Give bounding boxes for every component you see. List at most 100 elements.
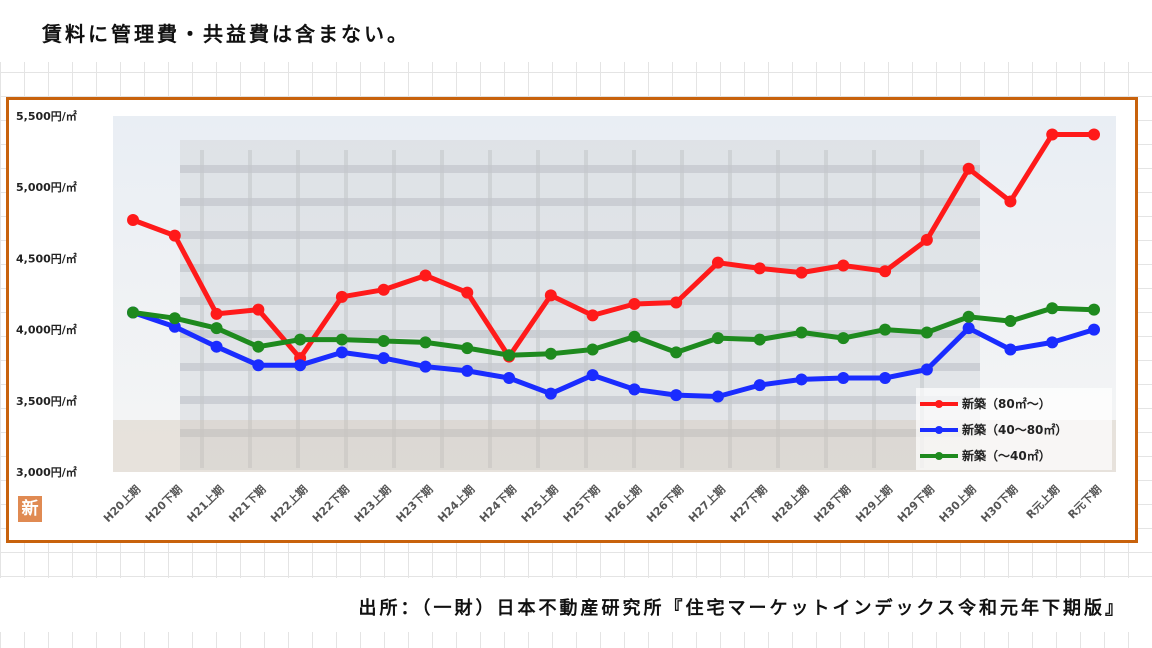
data-point: [628, 383, 641, 396]
data-point: [1004, 315, 1017, 328]
data-point: [335, 290, 348, 303]
x-tick-label: H22上期: [267, 482, 310, 525]
x-tick-label: H29下期: [894, 482, 937, 525]
data-point: [377, 334, 390, 347]
data-point: [920, 233, 933, 246]
building-column: [920, 150, 924, 468]
data-point: [795, 266, 808, 279]
x-tick-label: H26上期: [602, 482, 645, 525]
building-column: [824, 150, 828, 468]
building-column: [392, 150, 396, 468]
x-axis: H20上期 H20下期 H21上期 H21下期 H22上期 H22下期 H23上期 H23下期…: [100, 482, 1104, 525]
y-tick-label: 4,000円/㎡: [16, 323, 77, 337]
building-floor-band: [180, 165, 980, 173]
data-point: [711, 256, 724, 269]
building-column: [200, 150, 204, 468]
data-point: [753, 379, 766, 392]
x-tick-label: H27上期: [685, 482, 728, 525]
data-point: [920, 363, 933, 376]
data-point: [920, 326, 933, 339]
legend: 新築（80㎡～） 新築（40～80㎡） 新築（～40㎡）: [916, 388, 1112, 470]
data-point: [670, 346, 683, 359]
building-column: [440, 150, 444, 468]
building-column: [584, 150, 588, 468]
x-tick-label: H20下期: [142, 482, 185, 525]
x-tick-label: H23下期: [393, 482, 436, 525]
data-point: [670, 389, 683, 402]
x-tick-label: H24下期: [476, 482, 519, 525]
series-lines: [127, 128, 1100, 403]
building-floor-band: [180, 429, 980, 437]
building-floor-band: [180, 297, 980, 305]
legend-label: 新築（～40㎡）: [962, 448, 1051, 463]
data-point: [753, 333, 766, 346]
building-column: [872, 150, 876, 468]
data-point: [544, 289, 557, 302]
new-building-badge: 新: [18, 496, 42, 522]
building-floor-band: [180, 264, 980, 272]
data-point: [1088, 323, 1100, 336]
building-column: [536, 150, 540, 468]
data-point: [544, 387, 557, 400]
data-point: [544, 347, 557, 360]
series-line: [132, 310, 1095, 399]
data-point: [795, 326, 808, 339]
footer-band: [0, 578, 1152, 632]
data-point: [962, 162, 975, 175]
data-point: [711, 390, 724, 403]
data-point: [168, 320, 181, 333]
series-line: [132, 305, 1095, 358]
data-point: [962, 310, 975, 323]
data-point: [628, 297, 641, 310]
x-tick-label: H30上期: [936, 482, 979, 525]
data-point: [670, 296, 683, 309]
plot-background: [113, 116, 1116, 472]
x-tick-label: H27下期: [727, 482, 770, 525]
rent-note: 賃料に管理費・共益費は含まない。: [42, 22, 410, 46]
x-tick-label: H26下期: [644, 482, 687, 525]
data-point: [335, 346, 348, 359]
building-column: [344, 150, 348, 468]
legend-swatch-marker: [935, 452, 943, 460]
data-point: [127, 306, 139, 319]
data-point: [1046, 128, 1059, 141]
y-tick-label: 4,500円/㎡: [16, 251, 77, 265]
data-point: [1046, 336, 1059, 349]
data-point: [711, 332, 724, 345]
legend-swatch-marker: [935, 426, 943, 434]
data-point: [1088, 128, 1100, 141]
data-point: [252, 359, 265, 372]
building-floor-band: [180, 363, 980, 371]
x-tick-label: R元上期: [1023, 482, 1062, 521]
data-point: [1088, 303, 1100, 316]
legend-label: 新築（40～80㎡）: [962, 422, 1067, 437]
building-floor-band: [180, 231, 980, 239]
building-column: [296, 150, 300, 468]
y-tick-label: 3,000円/㎡: [16, 465, 77, 479]
data-point: [127, 213, 139, 226]
x-tick-label: H25上期: [518, 482, 561, 525]
x-tick-label: H20上期: [100, 482, 143, 525]
data-point: [586, 343, 599, 356]
legend-label: 新築（80㎡～）: [962, 396, 1051, 411]
data-point: [879, 372, 892, 385]
x-tick-label: H28下期: [811, 482, 854, 525]
data-point: [962, 322, 975, 335]
data-point: [1004, 195, 1017, 208]
data-point: [168, 229, 181, 242]
data-point: [586, 369, 599, 382]
building-floor-band: [180, 396, 980, 404]
data-point: [210, 340, 223, 353]
data-point: [1004, 343, 1017, 356]
data-point: [377, 352, 390, 365]
data-source: 出所：（一財）日本不動産研究所『住宅マーケットインデックス令和元年下期版』: [358, 598, 1126, 619]
data-point: [252, 303, 265, 316]
data-point: [335, 333, 348, 346]
x-tick-label: H23上期: [351, 482, 394, 525]
data-point: [461, 342, 474, 355]
data-point: [503, 349, 516, 362]
data-point: [586, 309, 599, 322]
data-point: [419, 360, 432, 373]
data-point: [210, 307, 223, 320]
